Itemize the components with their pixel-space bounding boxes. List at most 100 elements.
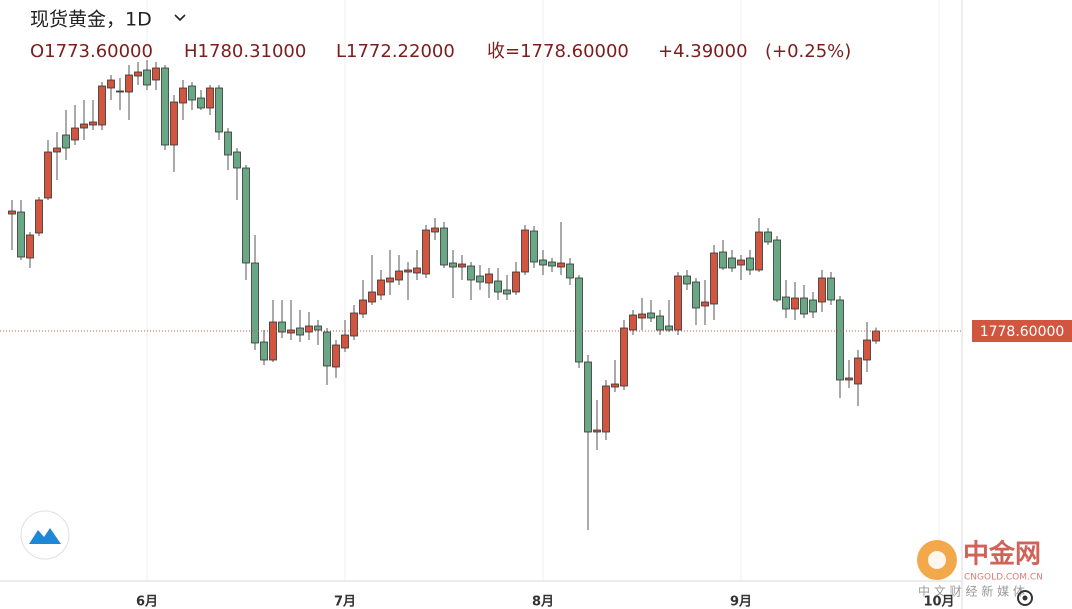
candle-body	[647, 312, 655, 319]
candle-body	[476, 275, 484, 283]
candle-body	[530, 230, 538, 263]
candle-body	[305, 325, 313, 333]
candles	[8, 60, 880, 530]
candle-body	[710, 252, 718, 305]
watermark-slogan: 中 文 财 经 新 媒 体	[918, 584, 1025, 599]
last-price-tag	[972, 320, 1072, 342]
candle-body	[845, 377, 853, 381]
candle-body	[215, 87, 223, 133]
x-tick-label: 8月	[532, 595, 554, 609]
candle-body	[764, 231, 772, 243]
candle-body	[467, 265, 475, 281]
last-price-label: 1778.60000	[980, 324, 1065, 340]
header-high: H1780.31000	[184, 41, 306, 62]
candle-body	[17, 211, 25, 258]
candle-body	[854, 357, 862, 385]
candle-body	[314, 325, 322, 331]
candle-body	[638, 313, 646, 319]
chart-title: 现货黄金，1D	[30, 9, 152, 31]
candle-body	[413, 267, 421, 274]
candle-body	[521, 229, 529, 273]
header-open: O1773.60000	[30, 41, 153, 62]
candle-body	[125, 74, 133, 93]
candle-body	[233, 151, 241, 169]
candle-body	[404, 269, 412, 273]
candle-body	[422, 229, 430, 275]
candle-body	[395, 270, 403, 281]
watermark: 中金网 CNGOLD.COM.CN 中 文 财 经 新 媒 体	[917, 539, 1043, 599]
candle-body	[161, 67, 169, 146]
header-close: 收=1778.60000	[487, 41, 629, 62]
candle-body	[269, 321, 277, 361]
candle-body	[179, 87, 187, 104]
candle-body	[197, 97, 205, 109]
watermark-logo-inner	[928, 551, 946, 569]
candle-body	[332, 344, 340, 368]
candle-body	[602, 385, 610, 433]
candle-body	[53, 147, 61, 153]
logo-button[interactable]	[20, 510, 70, 560]
candle-body	[692, 281, 700, 309]
candle-body	[251, 262, 259, 344]
candle-body	[737, 259, 745, 266]
candle-body	[494, 280, 502, 293]
candle-body	[35, 199, 43, 234]
candle-body	[89, 121, 97, 126]
candle-body	[206, 87, 214, 109]
candle-body	[827, 277, 835, 301]
x-tick-label: 7月	[334, 595, 356, 609]
candle-body	[512, 271, 520, 293]
watermark-name: 中金网	[963, 539, 1041, 570]
candle-body	[368, 291, 376, 303]
grid	[146, 0, 940, 581]
candle-body	[557, 262, 565, 268]
candle-body	[116, 90, 124, 93]
candle-body	[674, 275, 682, 331]
candle-body	[593, 429, 601, 433]
candle-body	[278, 321, 286, 333]
candle-body	[80, 123, 88, 129]
candle-body	[773, 239, 781, 301]
candle-body	[566, 263, 574, 279]
candle-body	[44, 151, 52, 199]
candle-body	[485, 273, 493, 284]
candle-body	[575, 277, 583, 363]
header-change-pct: (+0.25%)	[765, 41, 851, 62]
title-dropdown[interactable]	[174, 14, 186, 22]
candle-body	[98, 85, 106, 126]
candle-body	[440, 227, 448, 266]
candle-body	[611, 383, 619, 388]
candle-body	[431, 227, 439, 233]
candle-body	[620, 327, 628, 387]
settings-button[interactable]	[1017, 590, 1033, 606]
candle-body	[863, 339, 871, 361]
logo-shape	[29, 528, 61, 544]
candle-body	[323, 331, 331, 367]
candle-body	[584, 361, 592, 433]
candle-body	[800, 297, 808, 315]
candle-body	[548, 261, 556, 267]
candle-body	[782, 296, 790, 310]
candle-body	[539, 259, 547, 266]
candle-body	[188, 85, 196, 101]
candle-body	[836, 299, 844, 381]
candle-body	[629, 314, 637, 331]
candle-body	[8, 210, 16, 215]
candle-body	[242, 167, 250, 264]
candle-body	[755, 231, 763, 271]
candle-body	[746, 257, 754, 271]
candle-body	[62, 134, 70, 149]
candle-body	[809, 299, 817, 313]
candle-body	[449, 262, 457, 268]
settings-icon-center	[1022, 595, 1028, 601]
candle-body	[341, 334, 349, 349]
candle-body	[107, 79, 115, 89]
candle-body	[719, 251, 727, 269]
candle-body	[71, 127, 79, 141]
candle-body	[656, 315, 664, 331]
candle-body	[260, 341, 268, 361]
candle-body	[152, 67, 160, 81]
candle-body	[665, 325, 673, 331]
candle-body	[458, 263, 466, 268]
